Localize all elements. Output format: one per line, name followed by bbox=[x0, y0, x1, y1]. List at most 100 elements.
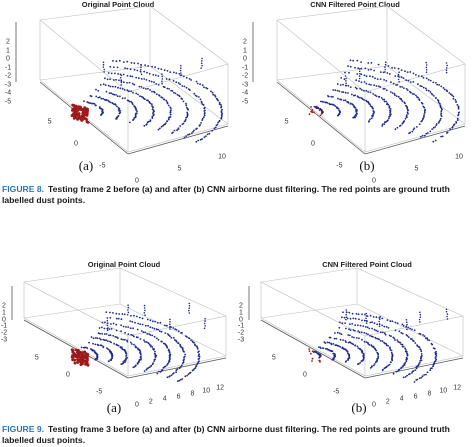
scan-point bbox=[109, 334, 112, 336]
scan-point bbox=[110, 72, 113, 75]
figure-label: FIGURE 8. bbox=[2, 184, 45, 194]
scan-point bbox=[112, 322, 115, 325]
scan-point bbox=[337, 97, 339, 100]
scan-point bbox=[125, 354, 128, 357]
scan-point bbox=[394, 75, 397, 77]
scan-point bbox=[365, 312, 368, 315]
scan-point bbox=[151, 327, 154, 329]
scan-point bbox=[179, 345, 182, 348]
scan-point bbox=[151, 108, 154, 110]
scan-point bbox=[195, 140, 198, 143]
scan-point bbox=[412, 339, 414, 342]
scan-point bbox=[432, 81, 435, 84]
scan-point bbox=[185, 76, 188, 79]
dust-point bbox=[311, 109, 314, 111]
scan-point bbox=[157, 75, 160, 77]
scan-point bbox=[378, 320, 380, 323]
dust-points bbox=[70, 103, 90, 124]
scan-point bbox=[138, 358, 141, 361]
scan-point bbox=[195, 80, 198, 83]
scan-point bbox=[432, 365, 434, 368]
scan-point bbox=[370, 335, 373, 338]
scan-point bbox=[98, 337, 101, 340]
scan-point bbox=[89, 102, 92, 104]
dust-point bbox=[81, 111, 85, 115]
scan-point bbox=[177, 127, 180, 129]
scan-point bbox=[409, 373, 411, 375]
z-tick-label: -5 bbox=[4, 98, 12, 106]
figure-8-panel-b: CNN Filtered Point Cloud (b) 2 1 0 -1 -2 -3 -4… bbox=[237, 0, 474, 184]
point-cloud-plot bbox=[248, 267, 464, 383]
scan-point bbox=[452, 97, 455, 100]
scan-point bbox=[406, 111, 409, 114]
scan-point bbox=[375, 329, 378, 332]
point-cloud-plot bbox=[11, 267, 227, 382]
scan-point bbox=[127, 333, 130, 336]
scan-point bbox=[342, 339, 344, 341]
scan-point bbox=[373, 322, 376, 325]
scan-point bbox=[404, 347, 406, 350]
scan-point bbox=[170, 336, 173, 339]
scan-point bbox=[153, 335, 156, 338]
dust-points bbox=[308, 105, 324, 117]
scan-point bbox=[173, 129, 176, 132]
scan-point bbox=[377, 63, 380, 66]
scan-point bbox=[349, 317, 352, 320]
scan-point bbox=[115, 323, 118, 326]
x-tick-label: 5 bbox=[284, 118, 289, 126]
dust-point bbox=[71, 350, 75, 354]
scan-point bbox=[437, 101, 440, 104]
scan-point bbox=[159, 321, 162, 324]
scan-point bbox=[390, 113, 392, 115]
scan-point bbox=[385, 344, 388, 347]
scan-point bbox=[220, 110, 223, 112]
scan-point bbox=[420, 359, 423, 362]
scan-point bbox=[426, 337, 429, 340]
scan-point bbox=[414, 369, 417, 371]
scan-point bbox=[375, 316, 378, 319]
scan-point bbox=[392, 82, 395, 85]
scan-point bbox=[161, 369, 164, 371]
scan-point bbox=[204, 109, 206, 112]
scan-point bbox=[445, 62, 448, 64]
scan-point bbox=[427, 132, 429, 134]
scan-point bbox=[122, 362, 125, 365]
scan-point bbox=[143, 370, 146, 372]
scan-point bbox=[323, 341, 326, 343]
panel-sublabel: (b) bbox=[351, 400, 367, 415]
scan-point bbox=[345, 77, 347, 80]
dust-point bbox=[79, 355, 83, 359]
scan-point bbox=[120, 338, 123, 341]
scan-point bbox=[98, 96, 101, 99]
scan-point bbox=[413, 381, 416, 383]
scan-point bbox=[89, 95, 92, 97]
scan-point bbox=[383, 98, 386, 101]
scan-point bbox=[137, 62, 139, 65]
scan-point bbox=[417, 83, 419, 86]
scan-point bbox=[141, 317, 144, 320]
scan-point bbox=[90, 336, 93, 338]
point-cloud-plot bbox=[15, 5, 229, 155]
scan-point bbox=[129, 327, 132, 330]
scan-point bbox=[200, 100, 203, 103]
scan-point bbox=[354, 114, 357, 116]
scan-point bbox=[157, 128, 160, 131]
scan-point bbox=[180, 67, 182, 69]
scan-point bbox=[322, 347, 324, 349]
scan-point bbox=[135, 92, 138, 95]
scan-point bbox=[180, 97, 183, 100]
scan-point bbox=[146, 318, 149, 321]
scan-point bbox=[420, 136, 422, 138]
caption-text: Testing frame 2 before (a) and after (b)… bbox=[2, 184, 450, 205]
scan-point bbox=[140, 63, 142, 66]
x-axis-line bbox=[260, 319, 366, 379]
scan-point bbox=[348, 71, 350, 74]
scan-point bbox=[425, 373, 427, 376]
dust-point bbox=[72, 117, 76, 120]
scan-point bbox=[204, 317, 206, 320]
scan-point bbox=[131, 82, 134, 85]
scan-point bbox=[366, 326, 369, 329]
scan-point bbox=[148, 344, 151, 346]
scan-point bbox=[109, 317, 112, 319]
panel-sublabel: (b) bbox=[359, 158, 375, 173]
